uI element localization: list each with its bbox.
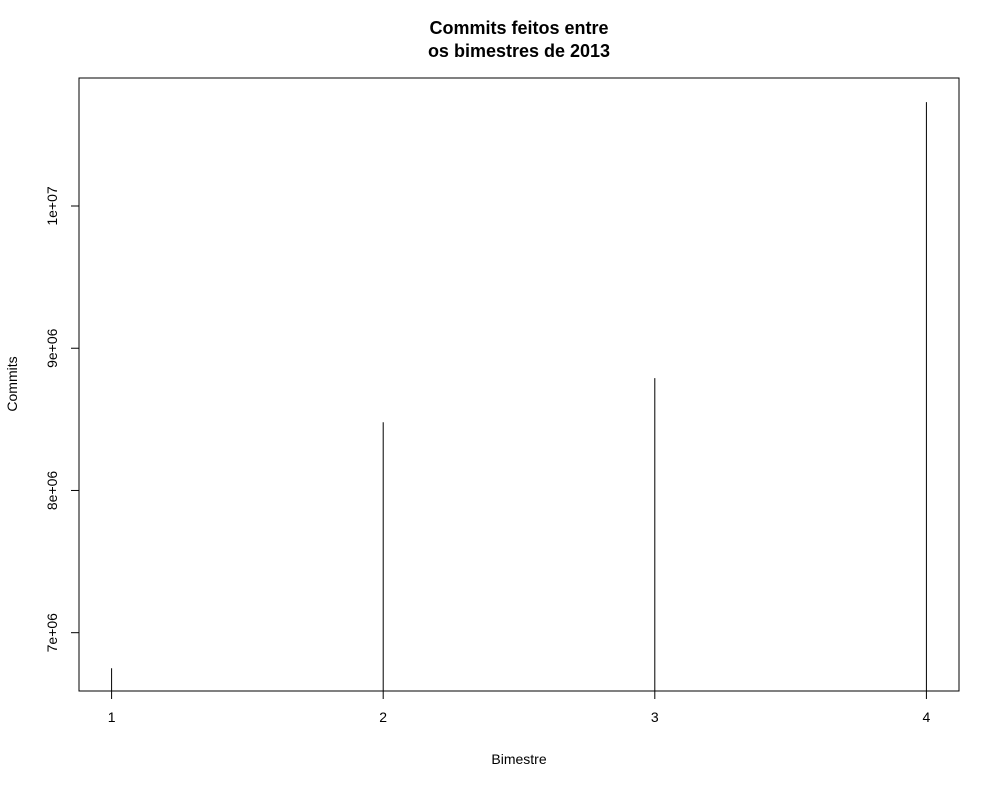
chart-title-line-2: os bimestres de 2013 [428, 41, 610, 61]
plot-area-frame [78, 77, 960, 692]
x-tick-label-1: 1 [108, 709, 116, 725]
chart-title-line-1: Commits feitos entre [429, 18, 608, 38]
y-tick-label-7e+06: 7e+06 [44, 613, 60, 653]
x-tick-label-3: 3 [651, 709, 659, 725]
y-tick-label-1e+07: 1e+07 [44, 186, 60, 226]
y-axis: 7e+06 8e+06 9e+06 1e+07 [44, 186, 80, 653]
y-tick-label-8e+06: 8e+06 [44, 471, 60, 511]
x-tick-label-2: 2 [379, 709, 387, 725]
x-axis: 1 2 3 4 [108, 690, 931, 725]
y-tick-label-9e+06: 9e+06 [44, 328, 60, 368]
x-axis-label: Bimestre [491, 751, 546, 767]
y-axis-label: Commits [4, 356, 20, 411]
bars-group [111, 102, 927, 691]
x-tick-label-4: 4 [923, 709, 931, 725]
